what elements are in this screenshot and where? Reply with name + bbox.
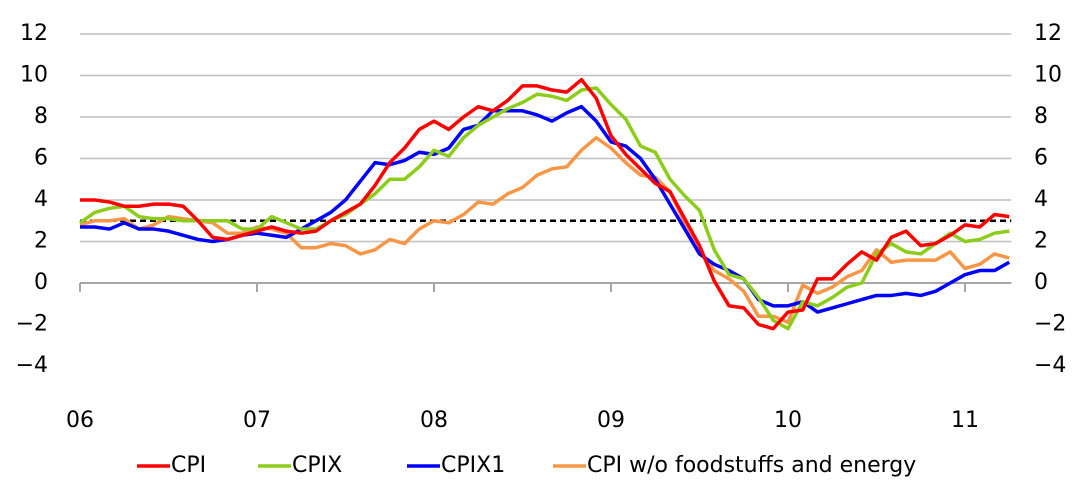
- legend-label: CPIX: [292, 453, 342, 478]
- y2-tick-label: 2: [1034, 229, 1048, 254]
- legend-label: CPI w/o foodstuffs and energy: [587, 453, 916, 478]
- y-tick-label: −4: [16, 353, 48, 378]
- series-line: [78, 86, 1010, 331]
- y2-tick-label: 12: [1034, 21, 1062, 46]
- y-tick-label: 6: [34, 146, 48, 171]
- y-tick-label: 12: [20, 21, 48, 46]
- y2-tick-label: 6: [1034, 146, 1048, 171]
- y-tick-label: 2: [34, 229, 48, 254]
- x-tick-label: 06: [66, 408, 94, 433]
- legend-label: CPI: [171, 453, 206, 478]
- y-tick-label: 8: [34, 104, 48, 129]
- x-tick-label: 07: [243, 408, 271, 433]
- y2-tick-label: 8: [1034, 104, 1048, 129]
- y-tick-label: 10: [20, 63, 48, 88]
- series-line: [79, 136, 1010, 325]
- y-tick-label: 0: [34, 270, 48, 295]
- y2-tick-label: −2: [1034, 312, 1066, 337]
- y-tick-label: 4: [34, 187, 48, 212]
- legend-label: CPIX1: [441, 453, 505, 478]
- y-tick-label: −2: [16, 312, 48, 337]
- y2-tick-label: 10: [1034, 63, 1062, 88]
- x-tick-label: 08: [420, 408, 448, 433]
- y2-tick-label: 0: [1034, 270, 1048, 295]
- y2-tick-label: −4: [1034, 353, 1066, 378]
- x-tick-label: 10: [774, 408, 802, 433]
- series-line: [80, 104, 1011, 314]
- series-line: [80, 77, 1010, 331]
- y2-tick-label: 4: [1034, 187, 1048, 212]
- x-tick-label: 11: [951, 408, 979, 433]
- x-tick-label: 09: [597, 408, 625, 433]
